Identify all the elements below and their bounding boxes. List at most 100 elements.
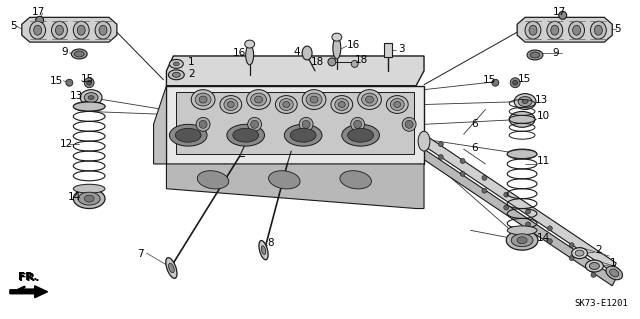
Ellipse shape <box>246 90 271 109</box>
Ellipse shape <box>170 59 183 68</box>
Ellipse shape <box>529 25 537 35</box>
Ellipse shape <box>339 101 345 108</box>
Ellipse shape <box>80 90 102 106</box>
Ellipse shape <box>332 33 342 41</box>
Polygon shape <box>22 17 117 42</box>
Ellipse shape <box>547 21 563 39</box>
Ellipse shape <box>248 117 262 131</box>
Ellipse shape <box>71 49 87 59</box>
Text: 6: 6 <box>472 143 478 153</box>
Ellipse shape <box>199 96 207 103</box>
Ellipse shape <box>233 128 259 142</box>
Ellipse shape <box>394 101 401 108</box>
Polygon shape <box>177 92 414 154</box>
Text: 13: 13 <box>535 94 548 105</box>
Ellipse shape <box>586 260 604 272</box>
Ellipse shape <box>199 120 207 128</box>
Ellipse shape <box>387 96 408 114</box>
Ellipse shape <box>358 90 381 109</box>
Text: 11: 11 <box>537 156 550 166</box>
Circle shape <box>482 175 487 180</box>
Ellipse shape <box>518 97 532 107</box>
Text: 5: 5 <box>614 24 621 34</box>
Circle shape <box>482 188 487 193</box>
Ellipse shape <box>220 96 242 114</box>
Ellipse shape <box>302 90 326 109</box>
Ellipse shape <box>573 25 580 35</box>
Ellipse shape <box>74 184 105 193</box>
Ellipse shape <box>74 102 105 111</box>
Ellipse shape <box>402 117 416 131</box>
Text: 1: 1 <box>611 258 617 268</box>
Circle shape <box>547 239 552 244</box>
Text: 7: 7 <box>137 249 143 259</box>
Text: 15: 15 <box>81 74 95 84</box>
Ellipse shape <box>522 100 528 104</box>
Circle shape <box>504 192 509 197</box>
Text: 10: 10 <box>537 111 550 122</box>
Circle shape <box>504 205 509 210</box>
Ellipse shape <box>244 40 255 48</box>
Ellipse shape <box>173 62 179 66</box>
Ellipse shape <box>335 99 349 110</box>
Ellipse shape <box>34 25 42 35</box>
Ellipse shape <box>589 263 600 270</box>
Ellipse shape <box>170 124 207 146</box>
Ellipse shape <box>166 258 177 278</box>
Circle shape <box>351 60 358 67</box>
Ellipse shape <box>275 96 297 114</box>
Ellipse shape <box>302 120 310 128</box>
Ellipse shape <box>251 93 266 106</box>
Polygon shape <box>10 286 47 298</box>
Ellipse shape <box>508 150 537 159</box>
Ellipse shape <box>261 246 266 255</box>
Text: 13: 13 <box>69 91 83 100</box>
Ellipse shape <box>74 189 105 209</box>
Circle shape <box>525 209 531 214</box>
Ellipse shape <box>331 96 353 114</box>
Ellipse shape <box>291 128 316 142</box>
Text: 2: 2 <box>595 245 602 255</box>
Ellipse shape <box>299 117 313 131</box>
Circle shape <box>510 78 520 88</box>
Ellipse shape <box>569 21 584 39</box>
Circle shape <box>460 159 465 163</box>
Circle shape <box>438 154 444 160</box>
Circle shape <box>84 78 94 88</box>
Ellipse shape <box>255 96 262 103</box>
Text: 14: 14 <box>67 192 81 202</box>
Ellipse shape <box>362 93 378 106</box>
Ellipse shape <box>354 120 362 128</box>
Text: 2: 2 <box>188 69 195 79</box>
Ellipse shape <box>227 101 234 108</box>
Circle shape <box>328 58 336 66</box>
Ellipse shape <box>74 21 89 39</box>
Ellipse shape <box>342 124 380 146</box>
Ellipse shape <box>280 99 293 110</box>
Circle shape <box>460 171 465 176</box>
Ellipse shape <box>610 269 619 277</box>
Text: 3: 3 <box>398 44 405 54</box>
Ellipse shape <box>224 99 238 110</box>
Circle shape <box>591 260 596 264</box>
Circle shape <box>547 226 552 231</box>
Text: 15: 15 <box>518 74 531 84</box>
Ellipse shape <box>351 117 365 131</box>
Circle shape <box>513 80 518 85</box>
Ellipse shape <box>78 192 100 205</box>
Circle shape <box>86 80 92 85</box>
Text: 17: 17 <box>553 7 566 17</box>
Ellipse shape <box>606 266 623 280</box>
Ellipse shape <box>196 117 210 131</box>
Text: 16: 16 <box>233 48 246 58</box>
Text: 5: 5 <box>10 21 17 31</box>
Ellipse shape <box>283 101 290 108</box>
Text: SK73-E1201: SK73-E1201 <box>575 299 628 308</box>
Ellipse shape <box>195 93 211 106</box>
Ellipse shape <box>168 70 184 80</box>
Ellipse shape <box>84 93 98 102</box>
Text: 9: 9 <box>553 48 559 58</box>
Ellipse shape <box>74 51 84 57</box>
Ellipse shape <box>306 93 322 106</box>
Text: 6: 6 <box>472 119 478 129</box>
